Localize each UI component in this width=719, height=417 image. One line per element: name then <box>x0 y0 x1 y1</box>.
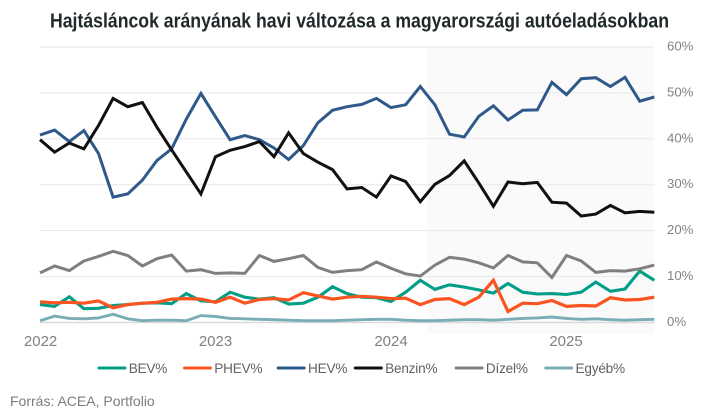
svg-text:60%: 60% <box>667 39 694 54</box>
svg-text:20%: 20% <box>667 222 694 237</box>
svg-text:BEV%: BEV% <box>129 361 168 376</box>
svg-text:Forrás: ACEA, Portfolio: Forrás: ACEA, Portfolio <box>10 393 155 409</box>
svg-text:Hajtásláncok arányának havi vá: Hajtásláncok arányának havi változása a … <box>50 10 669 33</box>
svg-text:Dízel%: Dízel% <box>486 361 528 376</box>
svg-text:2023: 2023 <box>199 333 232 350</box>
svg-text:2025: 2025 <box>549 333 582 350</box>
svg-text:Egyéb%: Egyéb% <box>576 361 626 376</box>
svg-text:2024: 2024 <box>374 333 407 350</box>
svg-text:30%: 30% <box>667 176 694 191</box>
svg-text:50%: 50% <box>667 84 694 99</box>
svg-text:2022: 2022 <box>24 333 57 350</box>
svg-text:40%: 40% <box>667 130 694 145</box>
svg-text:0%: 0% <box>667 314 686 329</box>
svg-text:Benzin%: Benzin% <box>385 361 437 376</box>
svg-text:PHEV%: PHEV% <box>214 361 262 376</box>
svg-text:HEV%: HEV% <box>308 361 347 376</box>
svg-text:10%: 10% <box>667 268 694 283</box>
